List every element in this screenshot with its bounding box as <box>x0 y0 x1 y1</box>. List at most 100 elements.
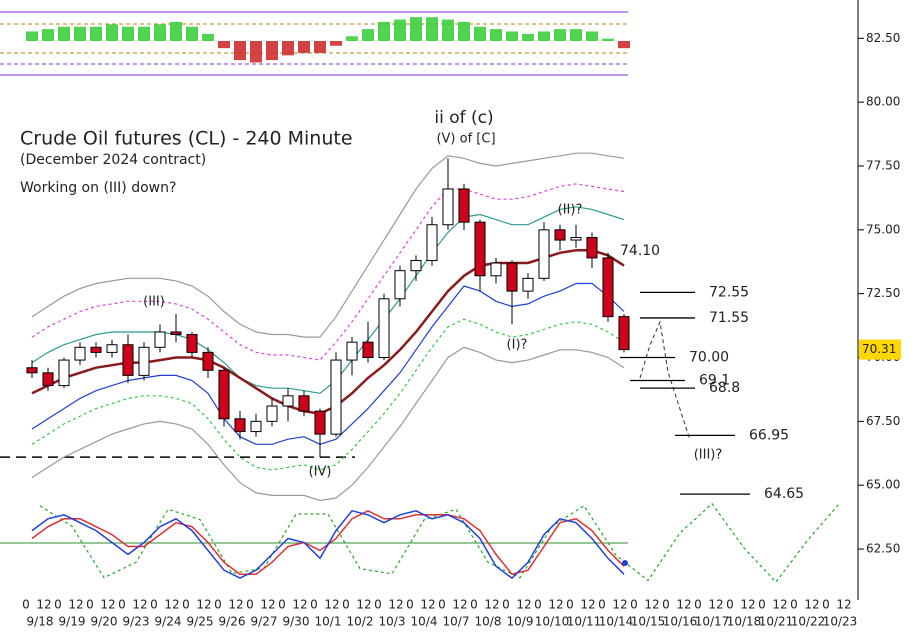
candle-body <box>570 236 582 241</box>
histogram-bar <box>90 26 102 41</box>
x-tick-label: 9/26 <box>219 615 246 629</box>
candle-body <box>90 346 102 353</box>
chart-title: Crude Oil futures (CL) - 240 Minute <box>20 128 353 150</box>
hour-label: 0 <box>566 598 574 612</box>
candle-body <box>186 334 198 353</box>
candle-body <box>490 262 502 277</box>
x-tick-label: 10/18 <box>727 615 762 629</box>
hour-label: 12 <box>388 598 403 612</box>
hour-label: 0 <box>406 598 414 612</box>
x-tick-label: 9/23 <box>123 615 150 629</box>
histogram-bar <box>362 29 374 41</box>
band-line <box>31 206 625 394</box>
histogram-bar <box>58 26 70 41</box>
x-tick-label: 10/8 <box>475 615 502 629</box>
histogram-bar <box>410 17 422 41</box>
x-tick-label: 10/22 <box>791 615 826 629</box>
y-tick-label: 72.50 <box>866 286 900 300</box>
candle-body <box>618 316 630 351</box>
histogram-bar <box>202 33 214 41</box>
level-label: 74.10 <box>620 243 660 259</box>
hour-label: 0 <box>502 598 510 612</box>
histogram-bar <box>314 41 326 53</box>
band-line <box>31 152 625 338</box>
candle-body <box>410 259 422 272</box>
candle-body <box>586 236 598 259</box>
hour-label: 12 <box>740 598 755 612</box>
x-tick-label: 9/24 <box>155 615 182 629</box>
hour-label: 12 <box>484 598 499 612</box>
x-tick-label: 9/27 <box>251 615 278 629</box>
histogram-bar <box>330 41 342 46</box>
hour-label: 0 <box>150 598 158 612</box>
x-tick-label: 10/7 <box>443 615 470 629</box>
histogram-bar <box>618 41 630 49</box>
candle-body <box>378 298 390 359</box>
histogram-bar <box>394 19 406 41</box>
hour-label: 0 <box>278 598 286 612</box>
candle-body <box>234 418 246 433</box>
projection-path <box>639 320 691 441</box>
x-tick-label: 9/20 <box>91 615 118 629</box>
histogram-bar <box>234 41 246 61</box>
hour-label: 12 <box>324 598 339 612</box>
y-tick-label: 77.50 <box>866 158 900 172</box>
level-label: 68.8 <box>709 380 740 396</box>
histogram-bar <box>170 21 182 41</box>
hour-label: 12 <box>356 598 371 612</box>
x-tick-label: 10/1 <box>315 615 342 629</box>
histogram-bar <box>42 29 54 41</box>
histogram-bar <box>458 21 470 41</box>
hour-label: 12 <box>292 598 307 612</box>
x-tick-label: 10/9 <box>507 615 534 629</box>
histogram-bar <box>186 26 198 41</box>
candle-body <box>138 346 150 376</box>
candle-body <box>218 369 230 420</box>
hour-label: 0 <box>54 598 62 612</box>
hour-label: 0 <box>310 598 318 612</box>
y-tick-label: 62.50 <box>866 542 900 556</box>
x-tick-label: 9/30 <box>283 615 310 629</box>
histogram-bar <box>506 31 518 41</box>
candle-body <box>330 359 342 435</box>
y-tick-label: 75.00 <box>866 222 900 236</box>
level-label: 71.55 <box>709 310 749 326</box>
hour-label: 12 <box>772 598 787 612</box>
histogram-bar <box>26 31 38 41</box>
candle-body <box>282 395 294 407</box>
x-tick-label: 10/16 <box>663 615 698 629</box>
level-label: 70.00 <box>689 350 729 366</box>
hour-label: 0 <box>662 598 670 612</box>
candle-body <box>506 262 518 292</box>
candle-body <box>314 410 326 435</box>
candle-body <box>426 224 438 261</box>
hour-label: 12 <box>132 598 147 612</box>
histogram-bar <box>490 29 502 41</box>
histogram-bar <box>586 31 598 41</box>
x-tick-label: 10/3 <box>379 615 406 629</box>
candle-body <box>602 257 614 318</box>
histogram-bar <box>282 41 294 56</box>
histogram-bar <box>218 41 230 49</box>
histogram-bar <box>378 21 390 41</box>
level-label: 64.65 <box>764 486 804 502</box>
cycle-marker <box>622 560 628 566</box>
histogram-bar <box>298 41 310 53</box>
histogram-bar <box>426 17 438 41</box>
candle-body <box>474 221 486 277</box>
hour-label: 12 <box>36 598 51 612</box>
candle-body <box>250 420 262 433</box>
candle-body <box>74 346 86 361</box>
x-tick-label: 10/2 <box>347 615 374 629</box>
x-tick-label: 9/25 <box>187 615 214 629</box>
level-label: 66.95 <box>749 427 789 443</box>
band-line <box>31 318 625 471</box>
wave-label: (V) of [C] <box>436 132 495 147</box>
oscillator-line <box>31 509 625 580</box>
hour-label: 0 <box>470 598 478 612</box>
x-tick-label: 9/19 <box>59 615 86 629</box>
hour-label: 0 <box>86 598 94 612</box>
histogram-bar <box>554 29 566 41</box>
top-panel-guides <box>0 11 628 76</box>
